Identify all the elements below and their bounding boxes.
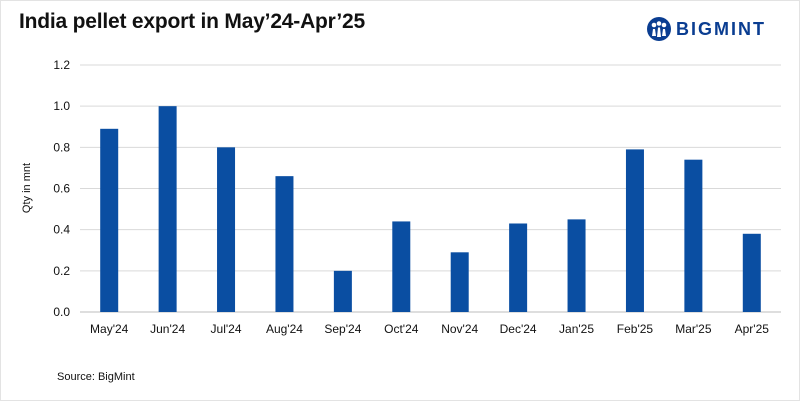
x-tick-labels: May'24 Jun'24 Jul'24 Aug'24 Sep'24 Oct'24 Nov'… xyxy=(90,322,769,336)
y-tick-label: 0.6 xyxy=(53,182,70,196)
y-axis-title: Qty in mnt xyxy=(21,163,33,213)
y-tick-label: 0.8 xyxy=(53,140,70,154)
x-tick-label: Feb'25 xyxy=(617,322,654,336)
x-tick-label: Aug'24 xyxy=(266,322,303,336)
x-tick-label: Oct'24 xyxy=(384,322,419,336)
x-tick-label: Apr'25 xyxy=(735,322,770,336)
bar xyxy=(567,219,586,312)
bar xyxy=(742,233,761,312)
gridlines xyxy=(80,64,781,313)
x-tick-label: Nov'24 xyxy=(441,322,478,336)
bars xyxy=(100,106,761,313)
y-tick-labels: 0.0 0.2 0.4 0.6 0.8 1.0 1.2 xyxy=(53,58,70,319)
bar xyxy=(625,149,644,312)
bar xyxy=(217,147,236,312)
bar xyxy=(509,223,528,312)
x-tick-label: Jan'25 xyxy=(559,322,594,336)
bar xyxy=(158,106,177,313)
bar xyxy=(100,128,119,312)
logo-text: BIGMINT xyxy=(676,18,766,39)
x-tick-label: Dec'24 xyxy=(500,322,537,336)
people-globe-icon xyxy=(647,17,671,41)
y-tick-label: 1.2 xyxy=(53,58,70,72)
y-tick-label: 1.0 xyxy=(53,99,70,113)
source-note: Source: BigMint xyxy=(57,371,135,383)
bigmint-logo: BIGMINT xyxy=(646,16,766,42)
y-tick-label: 0.2 xyxy=(53,264,70,278)
x-tick-label: Mar'25 xyxy=(675,322,712,336)
bar xyxy=(450,252,469,312)
bar xyxy=(333,270,352,312)
bar xyxy=(392,221,411,312)
bar xyxy=(275,176,294,312)
x-tick-label: Sep'24 xyxy=(324,322,361,336)
bar xyxy=(684,159,703,312)
y-tick-label: 0.4 xyxy=(53,223,70,237)
x-tick-label: May'24 xyxy=(90,322,129,336)
x-tick-label: Jun'24 xyxy=(150,322,185,336)
chart-title: India pellet export in May’24-Apr’25 xyxy=(19,10,366,33)
x-tick-label: Jul'24 xyxy=(211,322,242,336)
y-tick-label: 0.0 xyxy=(53,305,70,319)
